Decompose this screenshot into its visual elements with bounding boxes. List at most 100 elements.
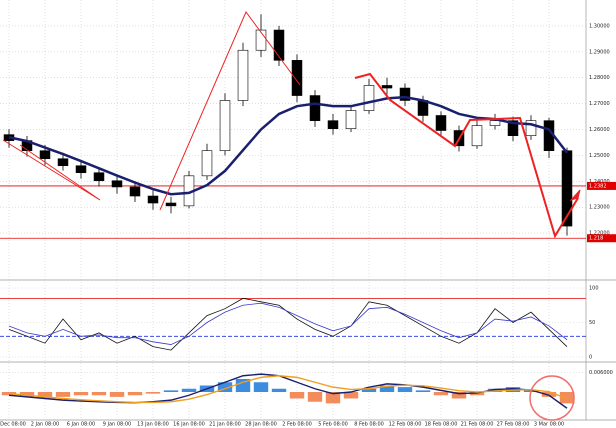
level-tag [587,234,616,243]
level-label: 1.2382 [589,183,607,189]
candle-body [39,150,51,160]
level-label: 1.218 [589,236,603,242]
y-tick-label: 1.25000 [589,153,610,159]
x-tick-label: 9 Jan 08:00 [103,422,131,428]
trend-drawings [2,11,581,421]
arrow-head [569,189,581,201]
candle-body [147,195,159,204]
candle-body [129,186,141,197]
x-tick-label: 6 Jan 08:00 [67,422,95,428]
histogram-bar [55,392,71,397]
candle-body [273,29,285,61]
histogram-bar [325,392,341,404]
y-tick-label: 1.29000 [589,49,610,55]
candle-body [255,29,267,51]
candle-body [237,49,249,101]
candle-body [111,180,123,188]
histogram-bar [109,392,125,397]
x-tick-label: 28 Jan 08:00 [245,422,277,428]
histogram-bar [451,392,467,399]
candle-body [363,85,375,111]
histogram-bar [19,392,35,397]
histogram-bar [379,385,395,392]
histogram-bar [181,388,197,392]
histogram-bar [559,392,575,404]
candle-body [327,120,339,129]
oscillator-line [8,302,568,345]
zigzag-arrow [354,72,579,239]
histogram-bar [37,392,53,399]
y-tick-label: 1.24000 [589,179,610,185]
highlight-circle [529,375,575,421]
histogram-bar [163,390,179,392]
y-tick-label: 1.28000 [589,75,610,81]
x-tick-label: 13 Jan 08:00 [137,422,169,428]
y-tick-label: 1.26000 [589,127,610,133]
macd-line [8,375,568,404]
histogram-bar [289,392,305,399]
y-tick-label: 1.30000 [589,23,610,29]
x-tick-label: 16 Jan 08:00 [173,422,205,428]
histogram-bar [217,382,233,392]
candle-body [219,100,231,152]
histogram-bar [253,382,269,392]
candle-body [507,120,519,136]
y-tick-label: 0.006000 [589,370,613,376]
candle-body [93,172,105,182]
triangle-pattern [159,11,301,211]
candle-body [471,125,483,147]
histogram-bar [145,392,161,394]
histogram-bar [397,387,413,392]
x-tick-label: 8 Feb 08:00 [354,422,384,428]
candle-body [525,120,537,136]
moving-average [8,95,568,196]
histogram-bar [271,388,287,392]
histogram-bar [1,392,17,396]
x-tick-label: 21 Feb 08:00 [461,422,494,428]
candle-body [291,60,303,96]
x-tick-label: 5 Feb 08:00 [318,422,348,428]
x-tick-label: 3 Mar 08:00 [534,422,564,428]
candle-body [345,110,357,129]
histogram-bar [307,392,323,402]
histogram-bar [415,390,431,392]
histogram-bar [541,392,557,397]
y-tick-label: 1.22000 [589,231,610,237]
y-tick-label: 0 [589,355,592,361]
candle-body [165,202,177,207]
histogram-bar [91,392,107,396]
candle-body [381,85,393,89]
oscillator-line [8,297,568,351]
level-tag [587,181,616,190]
x-tick-label: 2 Jan 08:00 [31,422,59,428]
histogram-bar [361,388,377,392]
x-tick-label: 27 Feb 08:00 [497,422,530,428]
candle-body [399,87,411,101]
y-tick-label: 1.23000 [589,205,610,211]
histogram-bar [343,392,359,399]
candle-body [489,120,501,126]
x-tick-label: 12 Feb 08:00 [389,422,422,428]
histogram-bar [73,392,89,396]
candle-body [201,150,213,177]
candle-body [309,95,321,121]
x-tick-label: 2 Feb 08:00 [282,422,312,428]
x-tick-label: 31 Dec 08:00 [0,422,26,428]
candle-body [435,115,447,131]
y-tick-label: 50 [589,320,595,326]
y-tick-label: 100 [589,286,599,292]
x-tick-label: 18 Feb 08:00 [425,422,458,428]
histogram-bar [433,392,449,396]
macd-line [8,373,568,409]
histogram-bar [127,392,143,396]
candle-body [75,165,87,174]
candle-body [561,150,573,227]
x-tick-label: 21 Jan 08:00 [209,422,241,428]
histogram-bar [235,379,251,392]
triangle-pattern [2,139,101,201]
candle-body [57,158,69,167]
